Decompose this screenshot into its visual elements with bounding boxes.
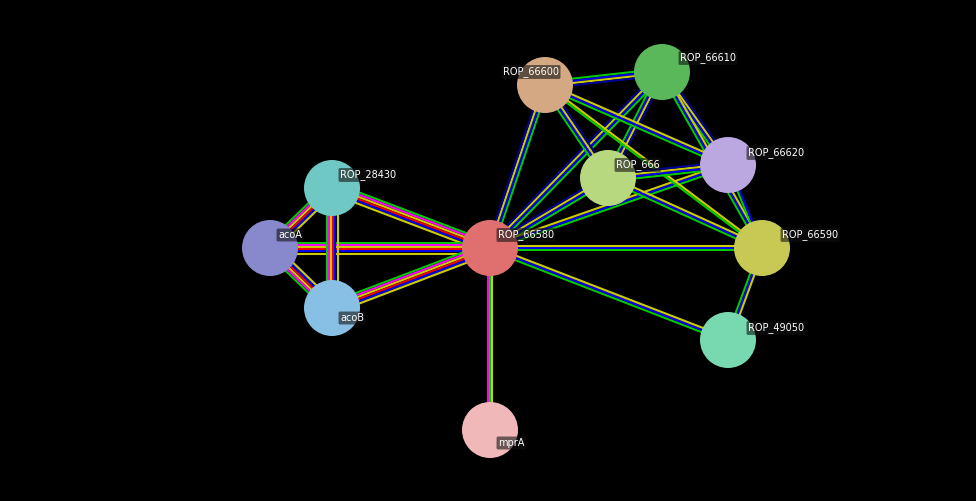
Text: ROP_66610: ROP_66610: [680, 53, 736, 64]
Circle shape: [304, 280, 360, 336]
Circle shape: [462, 220, 518, 276]
Text: ROP_66620: ROP_66620: [748, 148, 804, 158]
Text: ROP_49050: ROP_49050: [748, 323, 804, 334]
Text: acoA: acoA: [278, 230, 302, 240]
Circle shape: [580, 150, 636, 206]
Circle shape: [304, 160, 360, 216]
Circle shape: [462, 402, 518, 458]
Text: ROP_66580: ROP_66580: [498, 229, 554, 240]
Text: ROP_66590: ROP_66590: [782, 229, 838, 240]
Circle shape: [700, 312, 756, 368]
Circle shape: [517, 57, 573, 113]
Text: ROP_666: ROP_666: [616, 159, 660, 170]
Circle shape: [734, 220, 790, 276]
Circle shape: [634, 44, 690, 100]
Text: ROP_66600: ROP_66600: [503, 67, 559, 78]
Circle shape: [242, 220, 298, 276]
Text: acoB: acoB: [340, 313, 364, 323]
Text: mprA: mprA: [498, 438, 524, 448]
Circle shape: [700, 137, 756, 193]
Text: ROP_28430: ROP_28430: [340, 169, 396, 180]
